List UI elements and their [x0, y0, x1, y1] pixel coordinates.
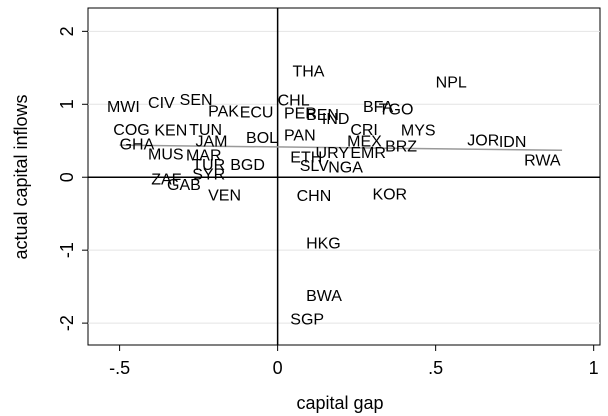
point-label: JOR — [467, 133, 499, 150]
point-label: SLV — [300, 158, 329, 175]
point-label: CIV — [148, 95, 175, 112]
point-label: CHN — [297, 188, 332, 205]
point-label: EMR — [350, 145, 386, 162]
point-label: MWI — [107, 99, 140, 116]
point-label: KOR — [372, 187, 407, 204]
point-label: COG — [113, 122, 149, 139]
point-label: TUN — [189, 122, 222, 139]
point-label: SGP — [290, 311, 324, 328]
point-label: BWA — [306, 288, 342, 305]
point-label: CRI — [350, 122, 378, 139]
point-label: MYS — [401, 122, 436, 139]
point-label: NPL — [436, 74, 467, 91]
point-label: SEN — [180, 92, 213, 109]
point-label: BEN — [306, 107, 339, 124]
point-label: TUR — [192, 157, 225, 174]
point-label: PER — [284, 106, 317, 123]
point-label: MEX — [347, 133, 382, 150]
point-label: ETH — [290, 149, 322, 166]
point-label: THA — [292, 63, 324, 80]
point-label: NGA — [328, 160, 363, 177]
point-label: TGO — [379, 101, 414, 118]
x-tick-label: 0 — [273, 358, 283, 378]
point-label: PAK — [208, 104, 239, 121]
point-label: GAB — [167, 177, 201, 194]
point-label: RWA — [524, 152, 561, 169]
point-label: GHA — [120, 136, 155, 153]
point-label: BGD — [230, 157, 265, 174]
y-tick-label: -1 — [57, 242, 77, 258]
point-label: MUS — [148, 147, 184, 164]
point-label: PAN — [284, 128, 316, 145]
point-label: MAR — [186, 147, 222, 164]
point-label: CHL — [278, 93, 310, 110]
point-label: VEN — [208, 187, 241, 204]
point-label: JAM — [195, 133, 227, 150]
x-tick-label: 1 — [589, 358, 599, 378]
y-axis-title: actual capital inflows — [11, 94, 31, 259]
x-tick-label: -.5 — [109, 358, 130, 378]
point-label: BOL — [246, 130, 278, 147]
x-axis-title: capital gap — [296, 393, 383, 413]
point-label: ZAF — [151, 171, 181, 188]
point-label: IDN — [499, 134, 527, 151]
fit-line — [119, 144, 563, 151]
point-label: URY — [316, 145, 350, 162]
y-tick-label: 0 — [57, 172, 77, 182]
y-tick-label: 2 — [57, 26, 77, 36]
point-label: HKG — [306, 236, 341, 253]
point-label: BRZ — [385, 139, 417, 156]
y-tick-label: 1 — [57, 99, 77, 109]
x-tick-label: .5 — [428, 358, 443, 378]
point-label: IND — [322, 111, 350, 128]
point-label: SYR — [192, 166, 225, 183]
y-tick-label: -2 — [57, 315, 77, 331]
point-label: BFA — [363, 99, 394, 116]
point-label: ECU — [240, 104, 274, 121]
point-label: KEN — [154, 122, 187, 139]
